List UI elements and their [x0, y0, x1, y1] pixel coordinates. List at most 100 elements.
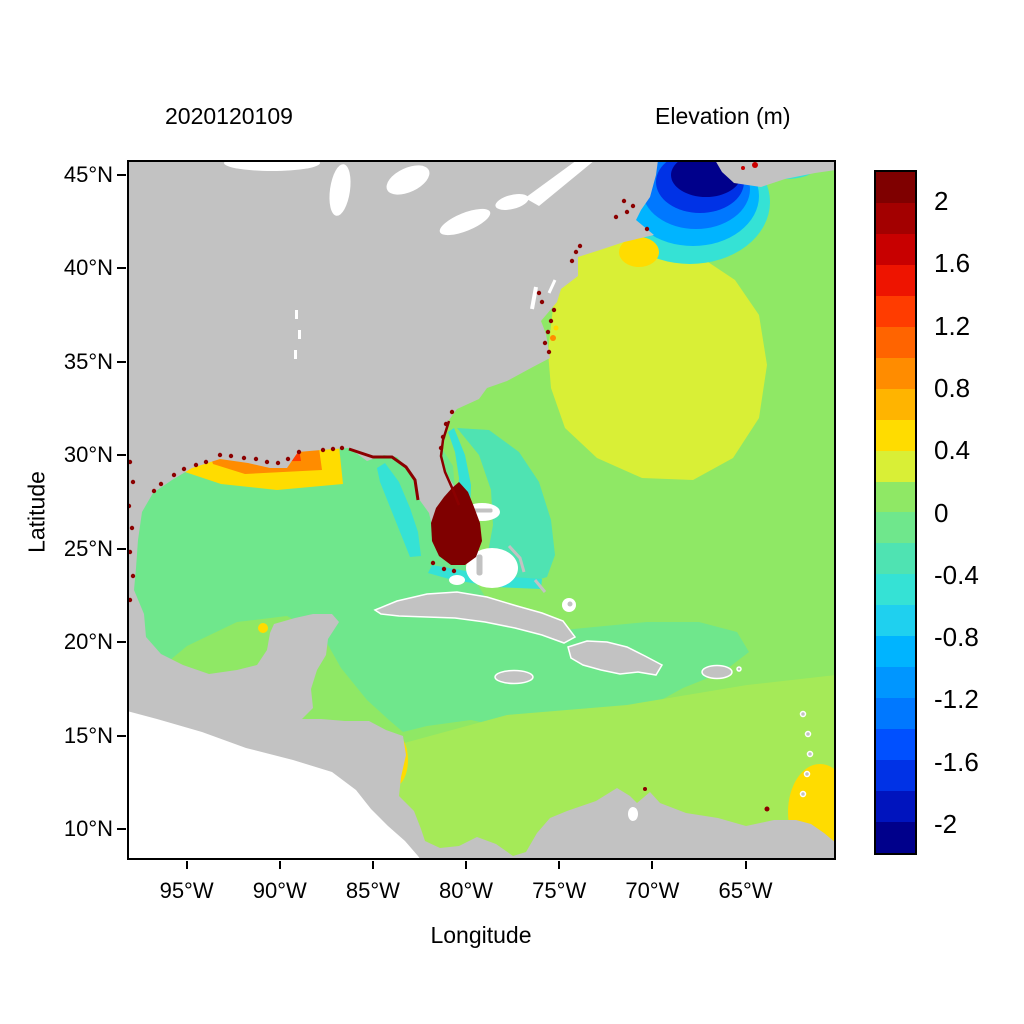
y-tick-mark — [117, 828, 126, 831]
north-south-america-land — [127, 160, 836, 860]
lake-ontario — [495, 194, 529, 210]
y-tick-label: 25°N — [63, 535, 113, 561]
colorbar-segment — [876, 667, 915, 699]
pacific-no-data — [127, 711, 421, 860]
colorbar-title: Elevation (m) — [655, 103, 791, 129]
florida-bigbend-red-line — [348, 447, 420, 501]
colorbar-segment — [876, 326, 915, 358]
colorbar-segment — [876, 512, 915, 544]
x-tick-label: 85°W — [345, 878, 400, 903]
y-tick-mark — [117, 734, 126, 737]
colorbar-segment — [876, 605, 915, 637]
x-tick-label: 80°W — [439, 878, 494, 903]
colorbar-tick-label: 1.6 — [934, 248, 971, 279]
x-tick-mark — [371, 861, 374, 869]
colorbar-labels: 2 1.6 1.2 0.8 0.4 0 -0.4 -0.8 -1.2 -1.6 -2 — [934, 170, 1024, 855]
x-tick-mark — [558, 861, 561, 869]
y-tick-label: 20°N — [63, 629, 113, 655]
colorbar-segment — [876, 636, 915, 668]
south-florida-high-blob — [431, 482, 482, 565]
lesser-antilles-3 — [806, 750, 814, 758]
turks-island — [567, 601, 573, 607]
colorbar-tick-label: 1.2 — [934, 310, 971, 341]
andros-island — [475, 553, 484, 577]
y-tick-label: 40°N — [63, 255, 113, 281]
plot-frame — [127, 160, 836, 860]
x-tick-mark — [465, 861, 468, 869]
colorbar-segment — [876, 543, 915, 575]
y-tick-mark — [117, 360, 126, 363]
long-island-bahamas — [533, 579, 547, 593]
colorbar — [874, 170, 917, 855]
campeche-yellow-dot — [258, 623, 268, 633]
mississippi-river-2 — [298, 330, 301, 339]
lake-michigan — [329, 164, 351, 216]
y-tick-label: 30°N — [63, 442, 113, 468]
lesser-antilles-5 — [799, 790, 807, 798]
nova-scotia-red-dot — [752, 162, 758, 168]
colorbar-segment — [876, 419, 915, 451]
lake-maracaibo — [628, 807, 638, 821]
colorbar-segment — [876, 729, 915, 761]
colorbar-segment — [876, 172, 915, 203]
jamaica-island — [494, 669, 534, 685]
west-florida-cyan-band — [377, 463, 421, 557]
hispaniola-island — [567, 640, 664, 676]
lake-erie — [439, 208, 491, 236]
cuba-island — [373, 591, 577, 644]
nw-atlantic-yellowgreen — [548, 222, 767, 480]
colorbar-tick-label: -2 — [934, 808, 958, 839]
lake-huron — [386, 165, 430, 195]
south-caribbean-yellowgreen — [397, 675, 836, 860]
colorbar-tick-label: 0.8 — [934, 372, 971, 403]
colorbar-segment — [876, 264, 915, 296]
lesser-antilles-1 — [799, 710, 807, 718]
elevation-map — [127, 160, 836, 860]
y-tick-label: 15°N — [63, 722, 113, 748]
x-tick-mark — [744, 861, 747, 869]
colorbar-segment — [876, 698, 915, 730]
bahama-banks — [449, 503, 576, 612]
chesapeake-bay — [530, 286, 538, 310]
trinidad-red-dot — [764, 806, 770, 812]
colorbar-tick-label: 0 — [934, 497, 949, 528]
colorbar-tick-label: 0.4 — [934, 435, 971, 466]
colorbar-segment — [876, 574, 915, 606]
x-tick-label: 65°W — [718, 878, 773, 903]
y-tick-mark — [117, 454, 126, 457]
cay-sal-bank — [449, 575, 465, 585]
y-tick-label: 45°N — [63, 161, 113, 187]
colorbar-tick-label: -1.6 — [934, 746, 979, 777]
x-tick-label: 95°W — [159, 878, 214, 903]
mississippi-river-3 — [294, 350, 297, 359]
plot-date-title: 2020120109 — [165, 103, 293, 129]
x-tick-mark — [185, 861, 188, 869]
colorbar-segment — [876, 202, 915, 234]
colorbar-segment — [876, 388, 915, 420]
colorbar-segment — [876, 295, 915, 327]
inland-water — [224, 160, 638, 821]
hatteras-yellow-dot — [553, 325, 559, 331]
x-tick-mark — [651, 861, 654, 869]
bahamas-springgreen — [457, 428, 555, 584]
colorbar-segment — [876, 450, 915, 482]
eleuthera-exuma-chain — [507, 544, 526, 573]
lake-superior — [224, 160, 320, 171]
y-tick-mark — [117, 547, 126, 550]
lesser-antilles-4 — [803, 770, 811, 778]
colorbar-tick-label: -0.8 — [934, 622, 979, 653]
coastal-high-speckles — [127, 162, 770, 812]
lesser-antilles-2 — [804, 730, 812, 738]
hatteras-orange-dot — [550, 335, 556, 341]
x-tick-label: 70°W — [625, 878, 680, 903]
gulf-of-maine-side-yellow — [619, 237, 659, 267]
x-axis-title: Longitude — [430, 922, 532, 948]
y-tick-mark — [117, 173, 126, 176]
y-tick-label: 10°N — [63, 816, 113, 842]
x-tick-label: 75°W — [532, 878, 587, 903]
colorbar-segment — [876, 791, 915, 823]
colorbar-segment — [876, 357, 915, 389]
virgin-islands — [736, 666, 742, 672]
colorbar-segment — [876, 760, 915, 792]
